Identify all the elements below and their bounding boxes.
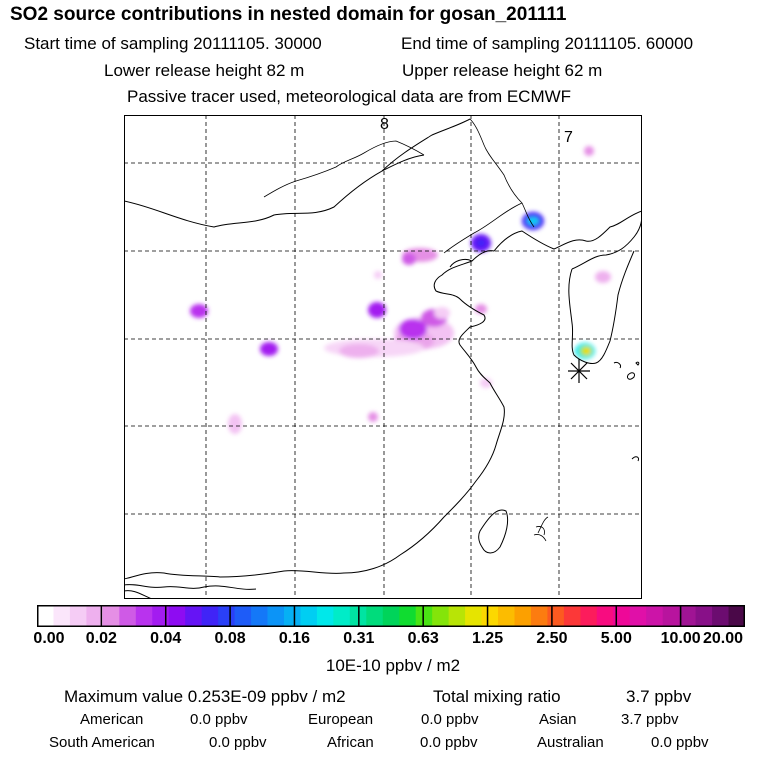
start-time: Start time of sampling 20111105. 30000 [24, 34, 322, 53]
map-frame [124, 115, 642, 599]
region-value-asian: 3.7 ppbv [621, 711, 679, 728]
colorbar-swatch [580, 605, 598, 627]
region-value-european: 0.0 ppbv [421, 711, 479, 728]
day-label-7: 7 [564, 129, 573, 146]
colorbar-frame [37, 605, 745, 627]
colorbar-swatch [481, 605, 499, 627]
colorbar-swatch [448, 605, 466, 627]
inland-borders [263, 118, 549, 542]
region-name-african: African [327, 734, 374, 751]
colorbar-swatch [69, 605, 87, 627]
colorbar-swatch [218, 605, 236, 627]
map-panel: 8 7 [124, 115, 642, 599]
colorbar-swatch [547, 605, 565, 627]
colorbar-tick-label: 0.00 [33, 630, 65, 647]
colorbar-swatch [135, 605, 153, 627]
colorbar-swatch [465, 605, 483, 627]
lower-release-height: Lower release height 82 m [104, 61, 305, 80]
region-value-american: 0.0 ppbv [190, 711, 248, 728]
release-site-marker [568, 359, 590, 383]
colorbar-swatch [728, 605, 745, 627]
colorbar-swatch [399, 605, 417, 627]
colorbar-tick-label: 0.02 [85, 630, 117, 647]
colorbar-unit: 10E-10 ppbv / m2 [325, 656, 461, 675]
colorbar-swatch [251, 605, 269, 627]
colorbar-tick-label: 1.25 [471, 630, 504, 647]
region-value-south-american: 0.0 ppbv [209, 734, 267, 751]
total-mixing-ratio-label: Total mixing ratio [433, 687, 561, 706]
region-name-american: American [80, 711, 144, 728]
colorbar-swatch [53, 605, 71, 627]
colorbar-swatch [283, 605, 302, 627]
colorbar-swatch [415, 605, 433, 627]
upper-release-height: Upper release height 62 m [402, 61, 603, 80]
colorbar-swatch [712, 605, 730, 627]
colorbar-tick-label: 5.00 [600, 630, 632, 647]
colorbar-swatch [168, 605, 186, 627]
end-time: End time of sampling 20111105. 60000 [401, 34, 694, 53]
colorbar-tick-label: 20.00 [702, 630, 744, 647]
colorbar-swatch [646, 605, 664, 627]
coastlines [124, 118, 642, 599]
maximum-value: Maximum value 0.253E-09 ppbv / m2 [64, 687, 346, 706]
colorbar-swatch [530, 605, 549, 627]
colorbar-swatch [679, 605, 697, 627]
colorbar-swatch [119, 605, 137, 627]
colorbar-tick-label: 0.63 [407, 630, 439, 647]
colorbar-swatch [662, 605, 680, 627]
colorbar-tick-label: 0.16 [278, 630, 311, 647]
colorbar-tick-label: 0.08 [214, 630, 246, 647]
colorbar-swatch [514, 605, 532, 627]
colorbar-swatch [316, 605, 334, 627]
region-name-european: European [308, 711, 374, 728]
colorbar-swatch [596, 605, 614, 627]
colorbar-swatch [432, 605, 450, 627]
colorbar-swatch [234, 605, 252, 627]
tracer-note: Passive tracer used, meteorological data… [127, 87, 572, 106]
colorbar-swatch [563, 605, 581, 627]
colorbar-swatch [695, 605, 713, 627]
day-label-8: 8 [380, 116, 389, 133]
region-name-asian: Asian [539, 711, 577, 728]
colorbar-swatch [300, 605, 318, 627]
concentration-field [190, 146, 611, 434]
colorbar-swatch [152, 605, 170, 627]
colorbar-swatch [382, 605, 400, 627]
colorbar-swatch [86, 605, 104, 627]
graticule [124, 115, 642, 599]
colorbar-tick-label: 10.00 [660, 630, 701, 647]
colorbar-swatch [498, 605, 516, 627]
colorbar-tick-label: 2.50 [536, 630, 568, 647]
region-value-african: 0.0 ppbv [420, 734, 478, 751]
colorbar-swatch [201, 605, 219, 627]
colorbar-swatch [613, 605, 631, 627]
colorbar [37, 605, 745, 627]
colorbar-swatch [366, 605, 384, 627]
total-mixing-ratio-value: 3.7 ppbv [626, 687, 692, 706]
colorbar-tick-label: 0.04 [150, 630, 182, 647]
colorbar-swatch [267, 605, 285, 627]
colorbar-swatch [37, 605, 55, 627]
colorbar-swatch [333, 605, 351, 627]
plot-title: SO2 source contributions in nested domai… [10, 4, 567, 25]
region-value-australian: 0.0 ppbv [651, 734, 709, 751]
region-name-australian: Australian [537, 734, 604, 751]
colorbar-swatch [185, 605, 203, 627]
colorbar-swatch [102, 605, 120, 627]
colorbar-tick-label: 0.31 [343, 630, 375, 647]
colorbar-swatch [629, 605, 647, 627]
region-name-south-american: South American [49, 734, 155, 751]
